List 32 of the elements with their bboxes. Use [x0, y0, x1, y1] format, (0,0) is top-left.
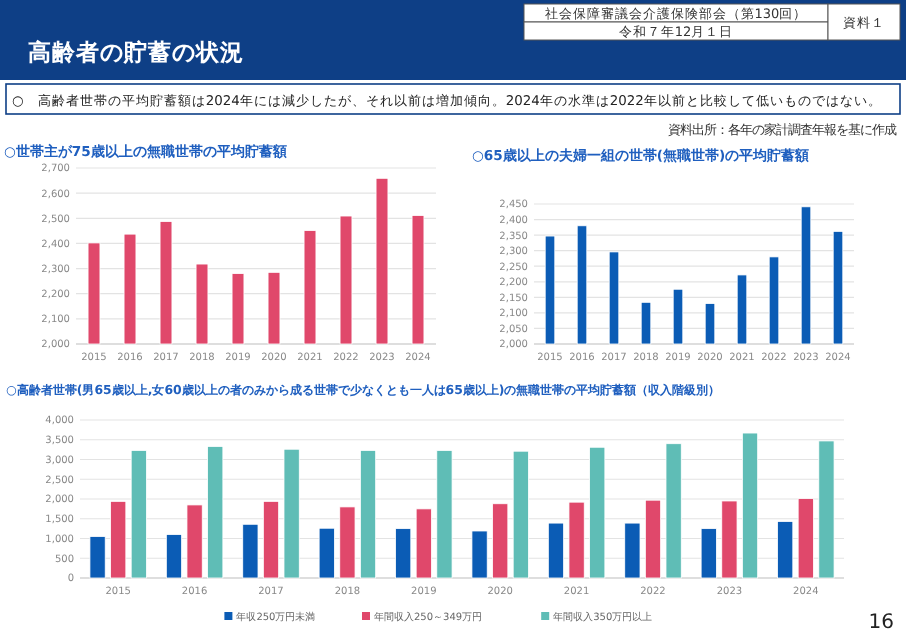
bar: [165, 534, 183, 579]
bar: [721, 500, 738, 579]
bar: [89, 536, 106, 579]
bar: [547, 522, 565, 579]
bar: [359, 450, 377, 579]
bar: [207, 446, 224, 579]
bar: [777, 521, 794, 579]
bar: [589, 446, 606, 579]
bar: [242, 523, 259, 579]
bar: [395, 528, 412, 579]
bar: [512, 450, 529, 579]
bar: [797, 498, 814, 579]
bar: [339, 506, 356, 579]
bar: [700, 528, 717, 579]
bar: [665, 443, 682, 579]
bar: [818, 440, 835, 579]
bar: [644, 499, 662, 579]
bar: [492, 503, 509, 579]
bar: [130, 450, 147, 579]
bar: [471, 530, 488, 579]
bar: [568, 501, 585, 579]
text: 高齢者の貯蓄の状況: [28, 38, 244, 66]
text: 16: [868, 612, 894, 634]
bar: [741, 432, 759, 579]
bar: [436, 450, 453, 579]
bar: [186, 504, 203, 579]
bar: [318, 527, 335, 579]
bar: [110, 500, 127, 579]
bar: [283, 448, 300, 579]
bar: [624, 522, 641, 579]
bar: [415, 508, 432, 579]
bar: [262, 500, 280, 579]
